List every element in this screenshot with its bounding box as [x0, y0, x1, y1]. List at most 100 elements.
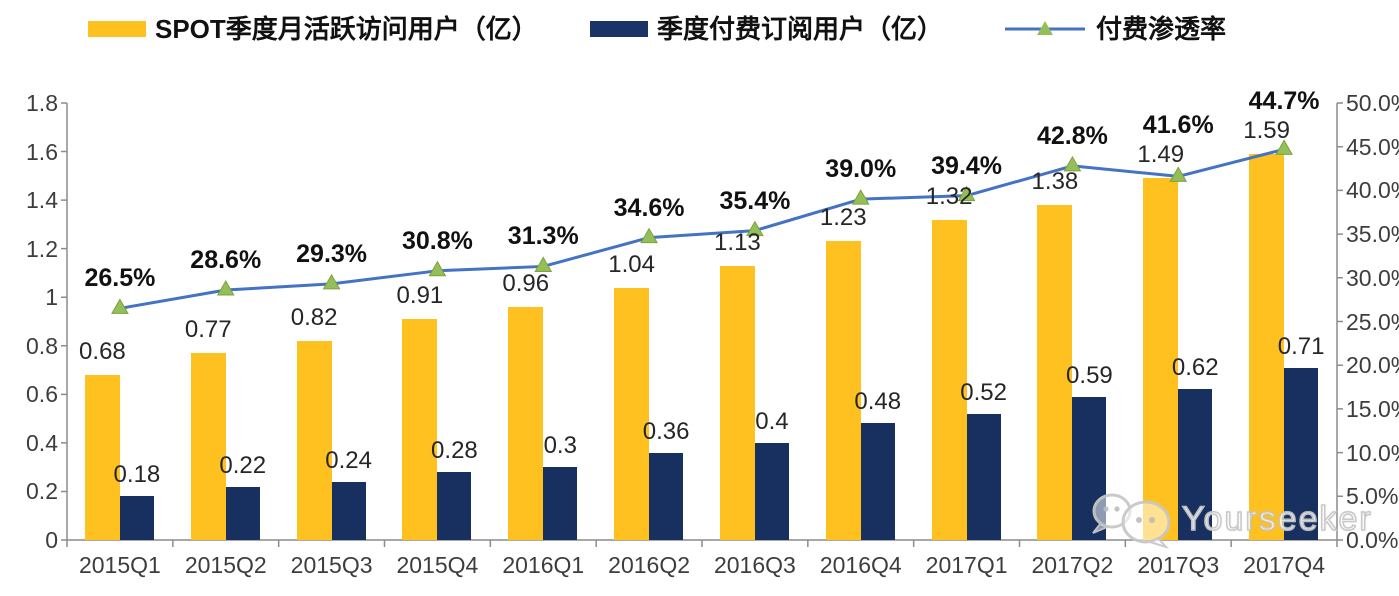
- penetration-marker-icon: [111, 298, 129, 314]
- wechat-icon: [1092, 493, 1171, 550]
- mau-bar: [84, 374, 120, 540]
- subscriber-bar: [543, 467, 578, 540]
- subscriber-value-label: 0.28: [431, 437, 478, 465]
- mau-value-label: 0.68: [79, 337, 126, 365]
- subscriber-bar: [1284, 367, 1319, 540]
- penetration-legend-label: 付费渗透率: [1096, 14, 1227, 44]
- watermark-text: Yourseeker: [1181, 499, 1373, 539]
- mau-value-label: 1.23: [819, 204, 867, 232]
- penetration-value-label: 30.8%: [401, 226, 473, 255]
- x-axis-label: 2016Q1: [502, 552, 585, 578]
- mau-value-label: 1.49: [1137, 141, 1185, 169]
- right-axis-label: 0.0%: [1346, 527, 1399, 553]
- subscriber-value-label: 0.4: [755, 407, 789, 435]
- mau-value-label: 0.91: [396, 282, 444, 310]
- subscriber-value-label: 0.36: [642, 417, 690, 445]
- subscriber-value-label: 0.59: [1066, 361, 1113, 389]
- subscriber-bar: [119, 496, 154, 540]
- subscriber-bar: [225, 486, 260, 540]
- subscribers-legend-swatch: [590, 21, 648, 37]
- x-axis-label: 2015Q4: [396, 552, 479, 578]
- subscriber-bar: [649, 452, 684, 540]
- right-axis-label: 30.0%: [1346, 264, 1399, 291]
- subscriber-value-label: 0.52: [960, 378, 1007, 406]
- subscribers-legend-label: 季度付费订阅用户（亿）: [657, 14, 944, 44]
- subscriber-bar: [966, 413, 1001, 540]
- right-axis-label: 15.0%: [1346, 395, 1399, 422]
- mau-bar: [296, 340, 332, 540]
- mau-value-label: 1.38: [1031, 167, 1079, 195]
- penetration-marker-icon: [1169, 166, 1188, 182]
- penetration-value-label: 44.7%: [1248, 86, 1320, 115]
- right-axis-label: 5.0%: [1346, 483, 1399, 510]
- penetration-marker-icon: [216, 280, 235, 296]
- mau-bar: [1249, 153, 1285, 540]
- penetration-value-label: 35.4%: [719, 186, 791, 215]
- penetration-value-label: 26.5%: [84, 264, 156, 293]
- legend-item-penetration: 付费渗透率: [1003, 16, 1226, 42]
- right-axis-label: 20.0%: [1346, 352, 1399, 379]
- right-axis-label: 40.0%: [1346, 177, 1399, 204]
- subscriber-bar: [437, 472, 472, 540]
- penetration-marker-icon: [746, 220, 764, 237]
- left-axis-label: 1.8: [26, 90, 58, 116]
- subscriber-value-label: 0.18: [113, 461, 161, 489]
- mau-bar: [508, 306, 544, 540]
- penetration-value-label: 39.0%: [825, 155, 897, 184]
- mau-value-label: 0.77: [184, 316, 232, 344]
- mau-bar: [825, 241, 861, 540]
- penetration-marker-icon: [640, 227, 658, 244]
- subscriber-bar: [1178, 389, 1213, 540]
- subscriber-bar: [331, 481, 366, 540]
- subscriber-value-label: 0.71: [1277, 332, 1325, 360]
- right-axis-label: 10.0%: [1346, 439, 1399, 466]
- subscriber-bar: [754, 442, 789, 540]
- x-axis-label: 2015Q1: [78, 552, 161, 578]
- penetration-marker-icon: [428, 260, 447, 277]
- penetration-value-label: 34.6%: [613, 193, 685, 222]
- x-axis-label: 2015Q2: [184, 552, 267, 578]
- mau-bar: [402, 319, 438, 540]
- mau-bar: [614, 287, 650, 540]
- watermark: Yourseeker: [1086, 488, 1373, 550]
- mau-value-label: 1.32: [925, 182, 973, 210]
- subscriber-value-label: 0.48: [854, 388, 902, 416]
- left-axis-label: 1.2: [26, 235, 58, 262]
- subscriber-value-label: 0.62: [1171, 354, 1219, 382]
- right-axis-label: 25.0%: [1346, 308, 1399, 335]
- legend-item-subscribers: 季度付费订阅用户（亿）: [590, 16, 943, 42]
- penetration-value-label: 42.8%: [1036, 121, 1108, 150]
- x-axis-label: 2017Q4: [1243, 552, 1326, 578]
- legend-item-mau: SPOT季度月活跃访问用户（亿）: [88, 16, 538, 42]
- line-marker-icon: [1005, 21, 1085, 35]
- left-axis-label: 1: [45, 284, 58, 311]
- x-axis-label: 2017Q3: [1137, 552, 1220, 578]
- mau-value-label: 0.96: [502, 269, 550, 297]
- left-axis-label: 0.8: [26, 332, 58, 359]
- left-axis-label: 0: [45, 527, 58, 553]
- subscriber-value-label: 0.22: [219, 451, 267, 479]
- penetration-marker-icon: [1275, 139, 1293, 155]
- right-axis-label: 45.0%: [1346, 133, 1399, 160]
- penetration-value-label: 39.4%: [931, 151, 1003, 180]
- penetration-marker-icon: [851, 189, 870, 205]
- left-axis-label: 0.6: [26, 381, 58, 408]
- mau-value-label: 1.04: [608, 250, 655, 278]
- mau-bar: [1037, 204, 1073, 540]
- penetration-value-label: 28.6%: [190, 246, 262, 275]
- x-axis-label: 2016Q4: [819, 552, 902, 578]
- subscriber-bar: [860, 423, 895, 540]
- left-axis-label: 0.4: [26, 429, 58, 456]
- mau-bar: [931, 219, 967, 540]
- mau-value-label: 1.13: [714, 228, 761, 256]
- penetration-marker-icon: [534, 256, 553, 272]
- penetration-marker-icon: [1063, 155, 1082, 172]
- left-axis-label: 0.2: [26, 478, 58, 505]
- penetration-marker-icon: [322, 273, 341, 290]
- x-axis-label: 2016Q2: [608, 552, 691, 578]
- penetration-value-label: 31.3%: [507, 222, 579, 251]
- mau-bar: [190, 353, 226, 540]
